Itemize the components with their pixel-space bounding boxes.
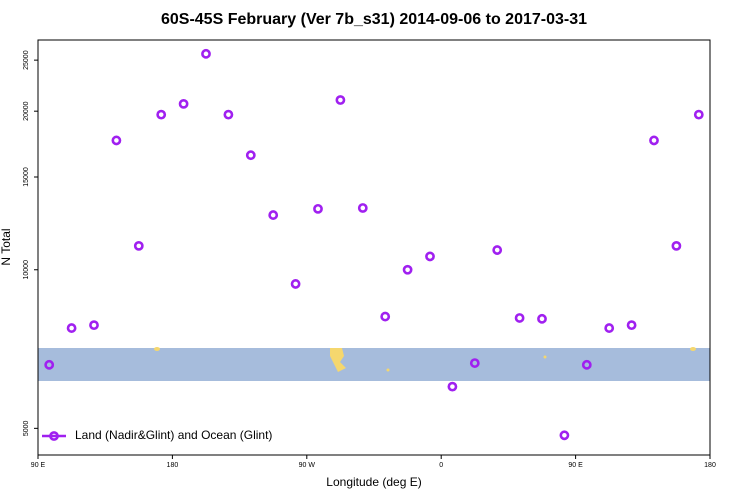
point xyxy=(447,381,458,392)
point xyxy=(492,245,503,255)
point xyxy=(201,48,211,59)
point xyxy=(537,313,547,324)
point xyxy=(514,313,525,323)
point xyxy=(111,135,122,146)
point xyxy=(268,210,279,220)
point xyxy=(693,109,704,120)
x-tick-label: 90 E xyxy=(31,462,46,469)
point xyxy=(44,359,55,370)
x-tick-label: 90 W xyxy=(299,462,316,469)
point xyxy=(380,311,391,322)
x-axis-label: Longitude (deg E) xyxy=(326,475,421,489)
point xyxy=(156,109,167,120)
point xyxy=(425,251,435,262)
point xyxy=(245,150,256,161)
point xyxy=(402,264,413,275)
point xyxy=(559,430,570,441)
point xyxy=(581,359,592,370)
legend-label: Land (Nadir&Glint) and Ocean (Glint) xyxy=(75,428,272,442)
point xyxy=(178,98,189,109)
point xyxy=(133,240,144,251)
point xyxy=(604,323,615,333)
y-tick-label: 10000 xyxy=(23,260,30,280)
point xyxy=(469,358,480,368)
point xyxy=(335,95,346,105)
point xyxy=(313,203,323,214)
chart-title: 60S-45S February (Ver 7b_s31) 2014-09-06… xyxy=(161,11,587,28)
point xyxy=(290,279,301,289)
y-tick-label: 25000 xyxy=(23,50,30,70)
point xyxy=(626,320,637,331)
y-tick-label: 20000 xyxy=(23,101,30,121)
legend-marker xyxy=(49,431,59,441)
x-tick-label: 0 xyxy=(439,462,443,469)
point xyxy=(89,320,99,331)
y-tick-label: 15000 xyxy=(23,167,30,187)
plot-frame xyxy=(37,39,711,456)
map-band xyxy=(38,348,710,381)
y-tick-label: 5000 xyxy=(23,420,30,436)
point xyxy=(357,203,368,213)
y-axis-label: N Total xyxy=(0,228,13,265)
point xyxy=(223,109,234,120)
x-tick-label: 180 xyxy=(167,462,179,469)
point xyxy=(649,135,659,146)
point xyxy=(671,240,682,251)
land xyxy=(154,347,696,372)
point xyxy=(66,323,77,333)
x-tick-label: 90 E xyxy=(568,462,583,469)
x-tick-label: 180 xyxy=(704,462,716,469)
